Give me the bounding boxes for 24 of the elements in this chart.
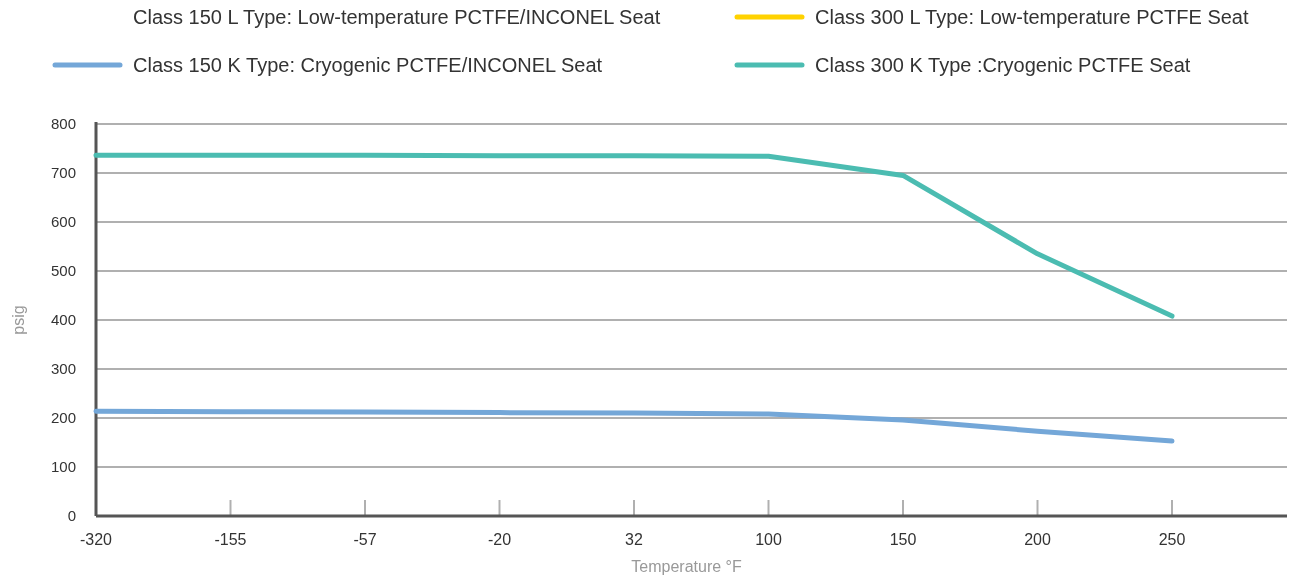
- x-tick-label: -155: [214, 531, 247, 548]
- x-tick-label: -320: [79, 531, 113, 548]
- y-tick-label: 100: [50, 458, 76, 475]
- y-tick-label: 600: [50, 213, 76, 230]
- x-axis-title: Temperature °F: [631, 558, 742, 575]
- x-tick-label: -57: [353, 531, 377, 548]
- y-tick-label: 700: [50, 164, 76, 181]
- y-tick-label: 800: [50, 115, 76, 132]
- text: Class 150 L Type: Low-temperature PCTFE/INCONEL Seat: [133, 6, 661, 28]
- x-tick-label: 200: [1024, 531, 1051, 548]
- x-tick-label: 32: [625, 531, 643, 548]
- y-tick-label: 200: [50, 409, 76, 426]
- y-tick-label: 0: [67, 507, 76, 524]
- legend-label: Class 150 K Type: Cryogenic PCTFE/INCONEL Seat: [133, 54, 603, 76]
- x-tick-label: -20: [487, 531, 512, 548]
- x-tick-label: 150: [889, 531, 917, 548]
- legend-label: Class 300 L Type: Low-temperature PCTFE Seat: [815, 6, 1249, 28]
- y-axis-title: psig: [10, 305, 27, 335]
- y-tick-label: 400: [50, 311, 76, 328]
- legend-label: Class 300 K Type :Cryogenic PCTFE Seat: [815, 54, 1191, 76]
- x-tick-label: 100: [755, 531, 782, 548]
- x-tick-label: 250: [1158, 531, 1186, 548]
- y-tick-label: 500: [50, 262, 76, 279]
- y-tick-label: 300: [50, 360, 76, 377]
